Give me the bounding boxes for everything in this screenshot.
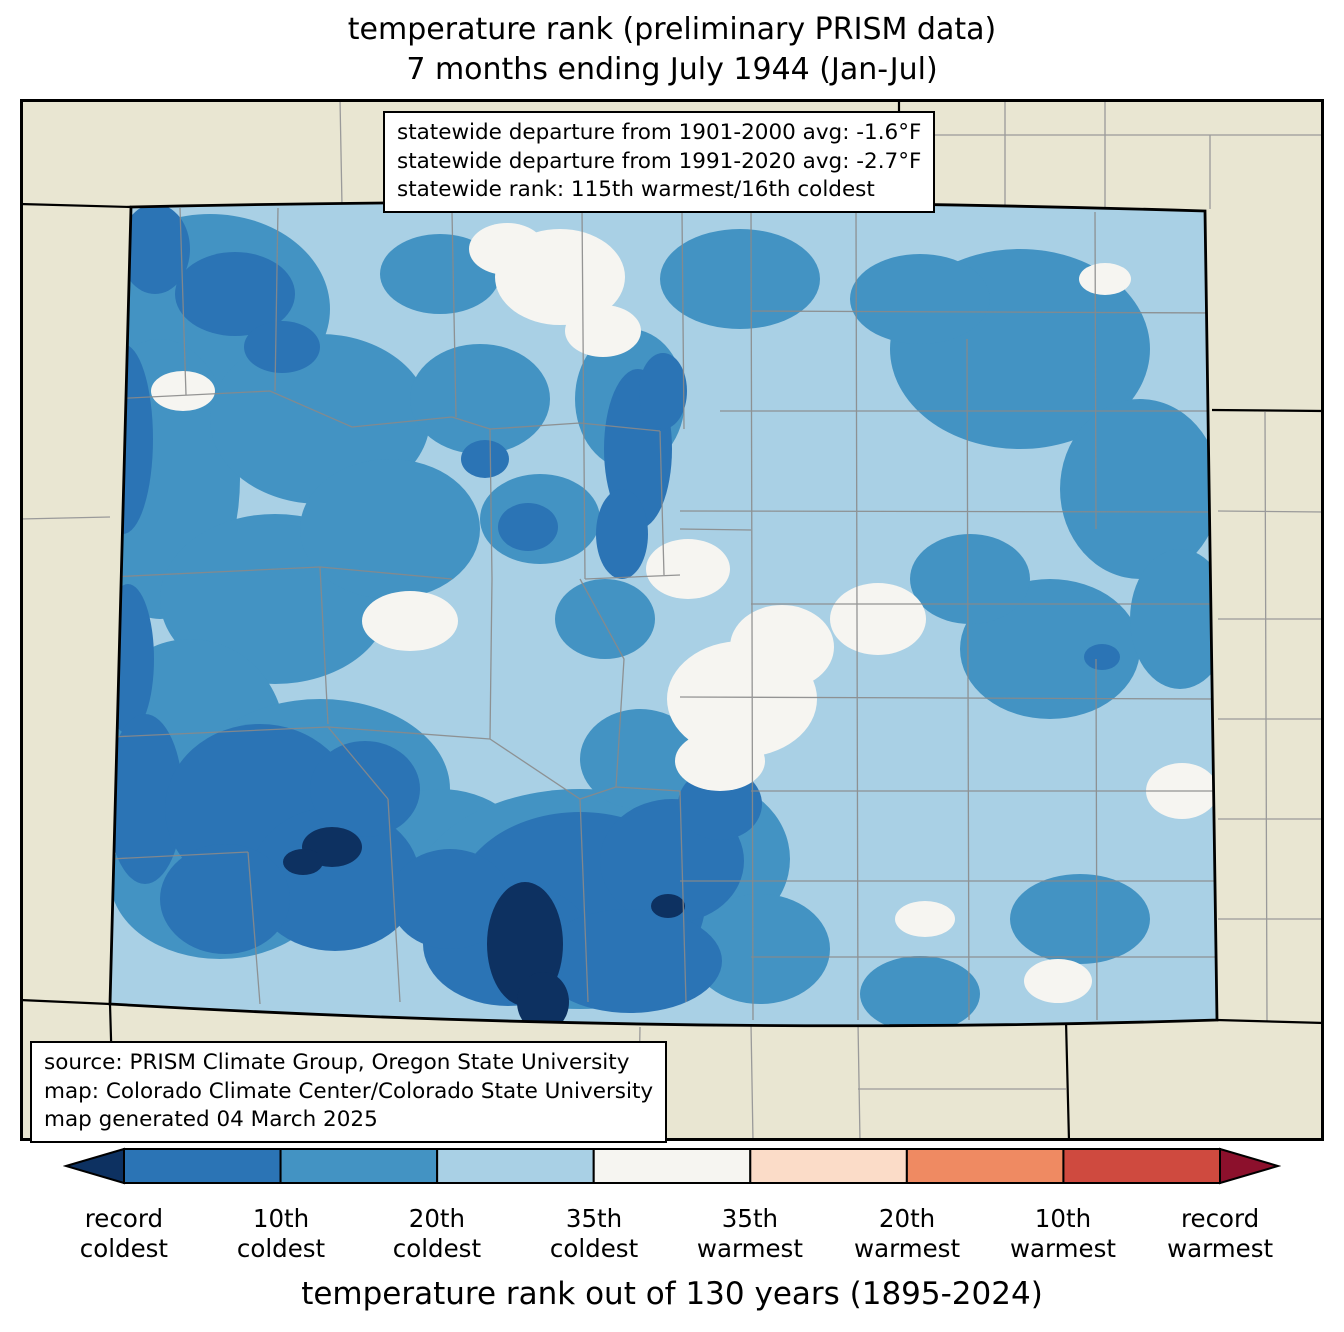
legend-label-text: 20th bbox=[408, 1204, 466, 1233]
page-title-line2: 7 months ending July 1944 (Jan-Jul) bbox=[406, 52, 938, 87]
legend-label-text: warmest bbox=[1009, 1234, 1116, 1264]
map-outer-frame bbox=[20, 99, 1324, 1141]
neighbor-county-lines bbox=[20, 99, 1324, 1141]
legend-label-text: warmest bbox=[1167, 1234, 1274, 1264]
legend-label-35th-warmest: 35th warmest bbox=[697, 1204, 803, 1265]
legend-label-text: 35th bbox=[721, 1204, 779, 1233]
colorado-map bbox=[20, 99, 1324, 1141]
legend-label-text: 10th bbox=[252, 1204, 310, 1233]
legend-labels: record coldest 10th coldest 20th coldest… bbox=[63, 1204, 1281, 1270]
stats-line2: statewide departure from 1991-2020 avg: … bbox=[397, 148, 922, 174]
legend-label-text: 10th bbox=[1034, 1204, 1092, 1233]
map-region-neutral bbox=[151, 223, 1217, 1003]
source-line2: map: Colorado Climate Center/Colorado St… bbox=[44, 1078, 654, 1104]
colorbar-segment-4 bbox=[749, 1148, 908, 1184]
legend-label-10th-warmest: 10th warmest bbox=[1010, 1204, 1116, 1265]
colorbar-caption: temperature rank out of 130 years (1895-… bbox=[301, 1276, 1043, 1312]
legend-label-20th-warmest: 20th warmest bbox=[854, 1204, 960, 1265]
legend-label-text: record bbox=[1180, 1204, 1260, 1233]
colorbar bbox=[62, 1146, 1282, 1186]
stats-line3: statewide rank: 115th warmest/16th colde… bbox=[397, 177, 875, 203]
legend-label-20th-coldest: 20th coldest bbox=[393, 1204, 481, 1265]
colorbar-arrow-record-warmest bbox=[1219, 1147, 1282, 1185]
map-region-record-coldest bbox=[283, 827, 685, 1026]
legend-label-text: warmest bbox=[854, 1234, 961, 1264]
legend-label-text: coldest bbox=[549, 1234, 639, 1264]
page-title-line1: temperature rank (preliminary PRISM data… bbox=[347, 12, 997, 47]
legend-label-text: coldest bbox=[236, 1234, 326, 1264]
source-line1: source: PRISM Climate Group, Oregon Stat… bbox=[44, 1050, 630, 1075]
legend-label-text: record bbox=[84, 1204, 164, 1233]
colorbar-segment-3 bbox=[592, 1148, 752, 1184]
legend-label-text: 20th bbox=[878, 1204, 936, 1233]
map-frame bbox=[20, 99, 1324, 1141]
colorbar-segment-1 bbox=[279, 1148, 439, 1184]
legend-label-record-coldest: record coldest bbox=[80, 1204, 168, 1265]
legend-label-text: coldest bbox=[392, 1234, 482, 1264]
legend-label-text: coldest bbox=[79, 1234, 169, 1264]
legend-label-record-warmest: record warmest bbox=[1167, 1204, 1273, 1265]
colorbar-segment-6 bbox=[1062, 1148, 1221, 1184]
legend-label-text: 35th bbox=[565, 1204, 623, 1233]
source-box: source: PRISM Climate Group, Oregon Stat… bbox=[30, 1041, 668, 1143]
legend-label-35th-coldest: 35th coldest bbox=[550, 1204, 638, 1265]
colorbar-segment-0 bbox=[123, 1148, 282, 1184]
legend-label-10th-coldest: 10th coldest bbox=[237, 1204, 325, 1265]
county-lines-west bbox=[110, 207, 752, 1005]
stats-box: statewide departure from 1901-2000 avg: … bbox=[383, 111, 936, 213]
source-line3: map generated 04 March 2025 bbox=[44, 1107, 378, 1133]
colorbar-segment-5 bbox=[905, 1148, 1065, 1184]
stats-line1: statewide departure from 1901-2000 avg: … bbox=[397, 120, 922, 145]
legend-label-text: warmest bbox=[696, 1234, 803, 1264]
county-lines-east bbox=[679, 210, 1217, 1021]
colorbar-arrow-record-coldest bbox=[62, 1147, 125, 1185]
colorbar-segment-2 bbox=[436, 1148, 595, 1184]
